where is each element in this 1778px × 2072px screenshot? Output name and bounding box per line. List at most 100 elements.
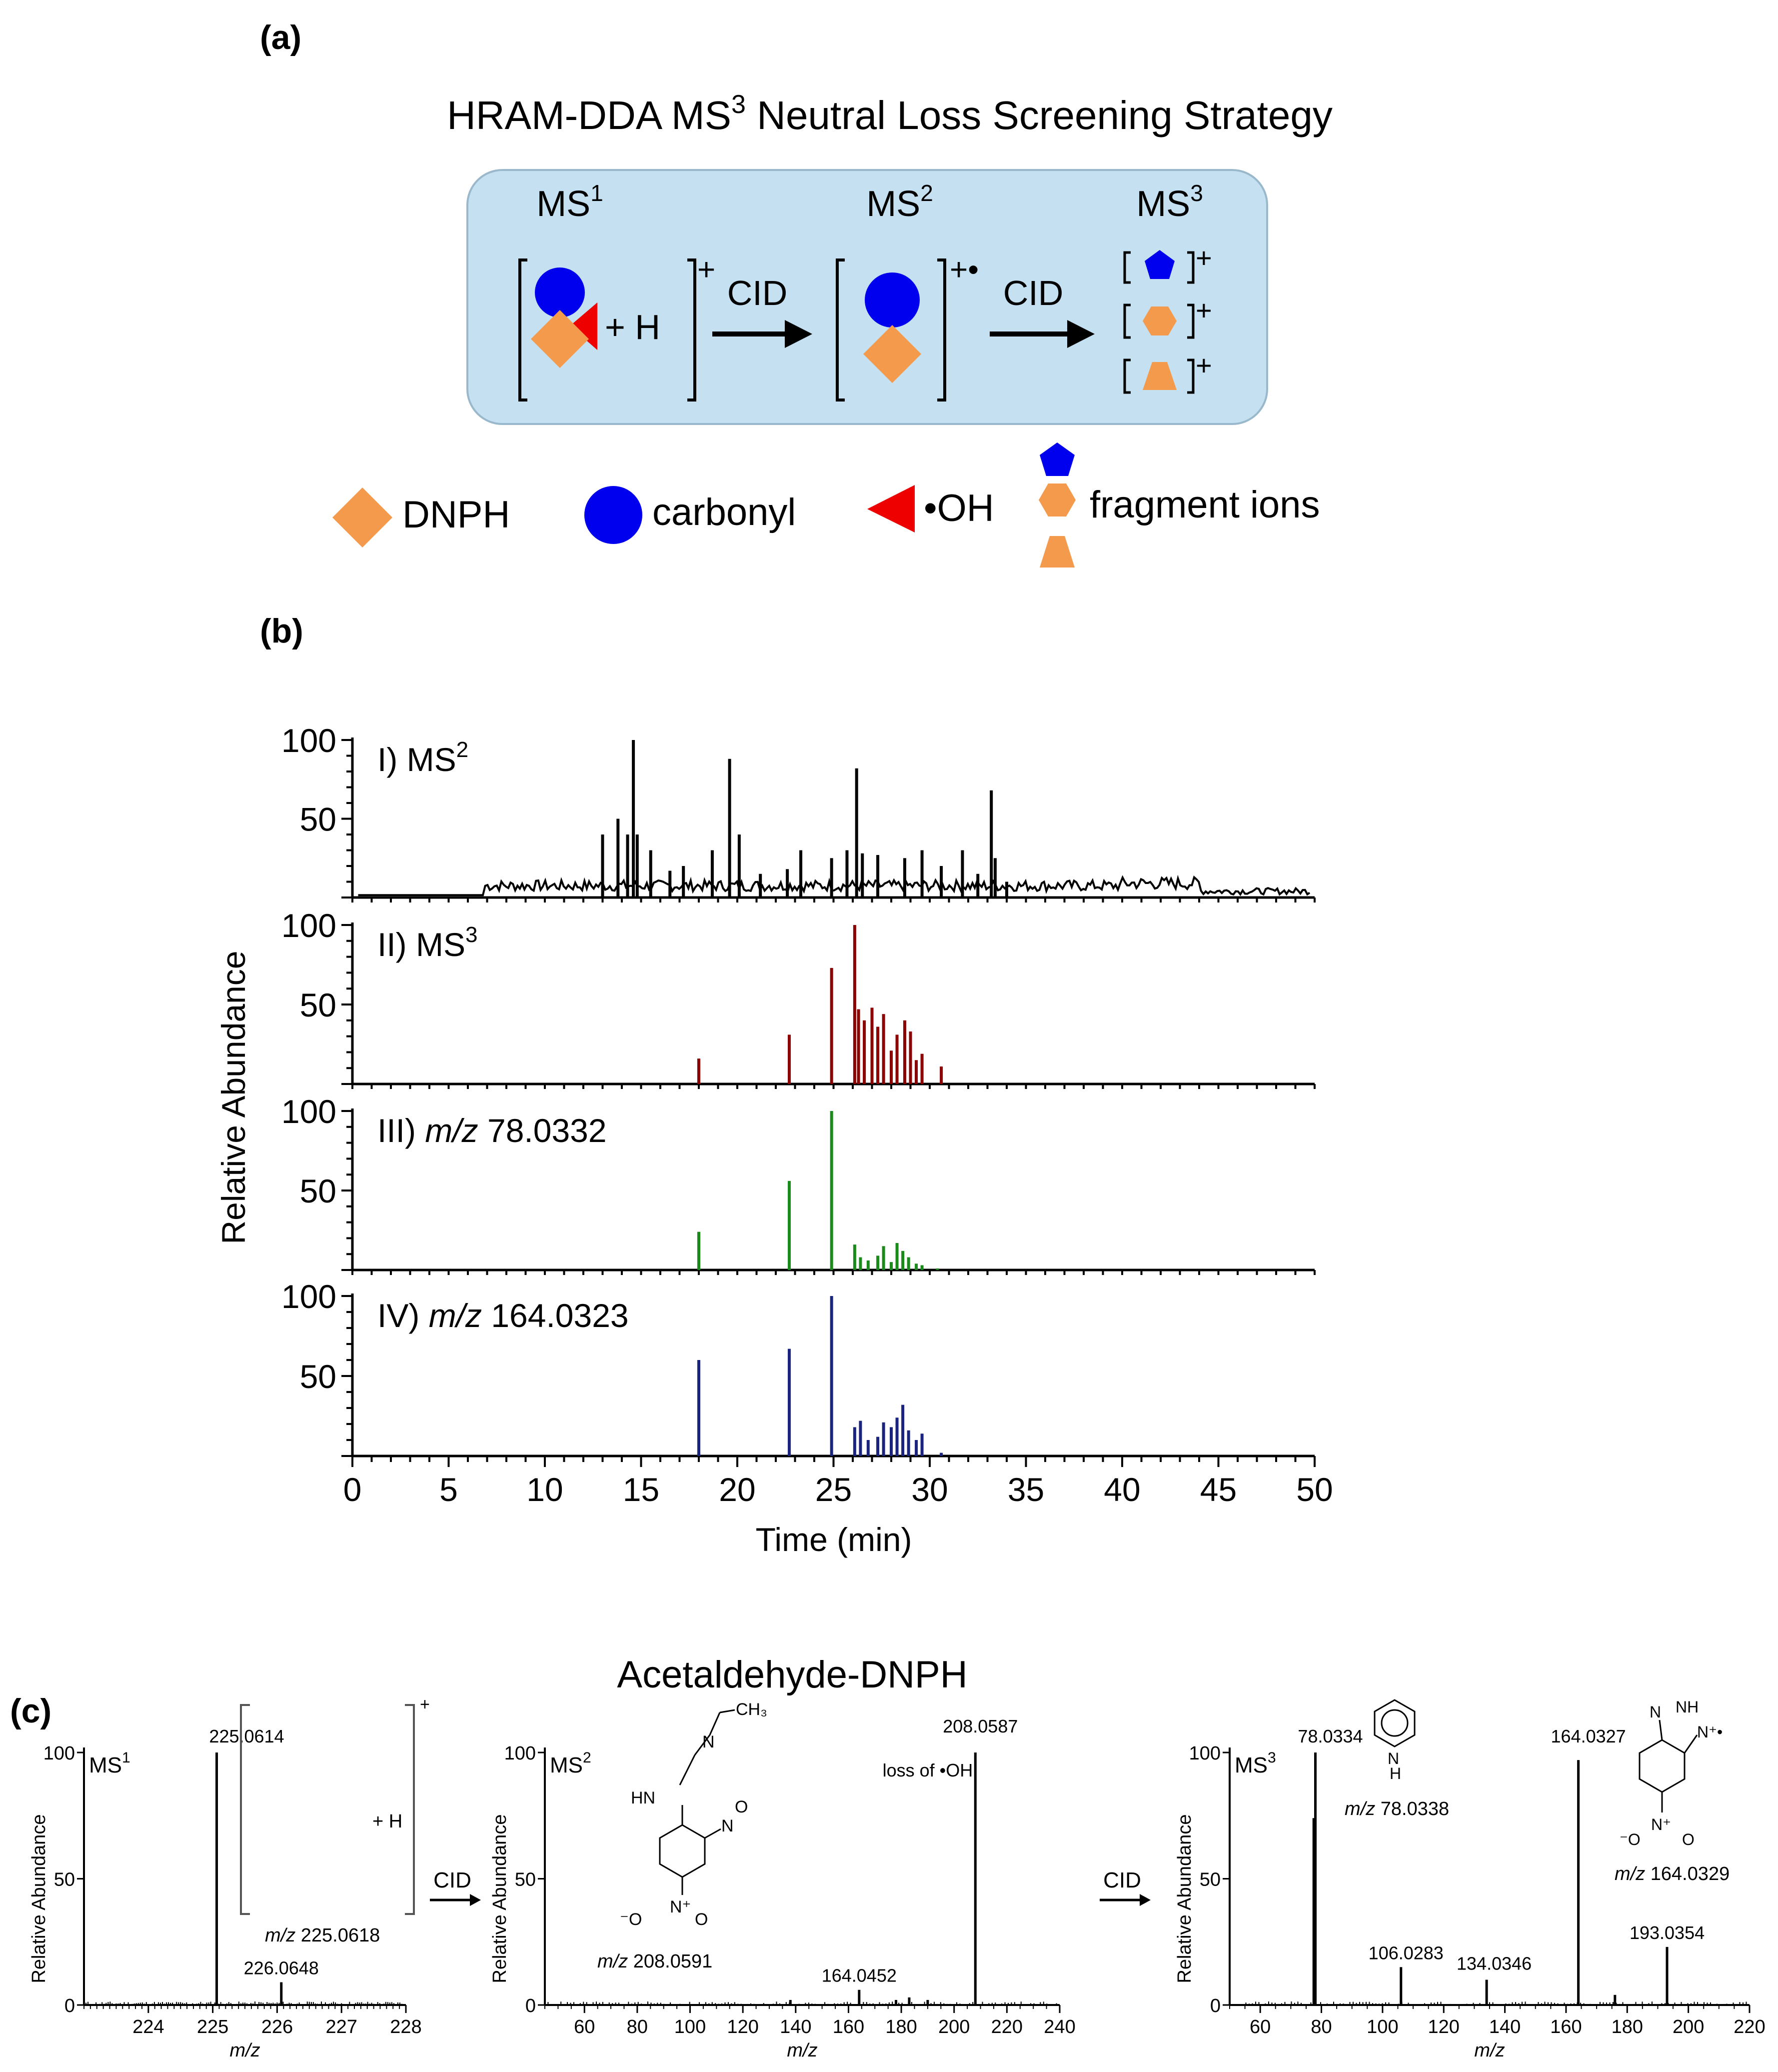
x-tick-label: 5: [439, 1471, 458, 1508]
ms3-note-1: m/z 78.0338: [1345, 1798, 1449, 1820]
dnph-icon: [531, 310, 589, 368]
svg-text:+: +: [1196, 350, 1212, 381]
x-tick-label: 226: [261, 2016, 293, 2038]
x-tick-label: 228: [390, 2016, 421, 2038]
pentagon-fragment-icon: [1145, 250, 1175, 279]
panel-c-label: (c): [10, 1692, 51, 1730]
ms1-structure-bracket-left: [240, 1704, 250, 1915]
hexagon-fragment-icon: [1143, 306, 1177, 336]
x-tick-label: 200: [938, 2016, 970, 2038]
y-tick-label: 100: [504, 1743, 536, 1764]
y-tick-label: 0: [64, 1996, 75, 2016]
y-tick-label: 100: [281, 1278, 336, 1315]
x-tick-label: 120: [1428, 2016, 1460, 2038]
peak-label: 164.0327: [1551, 1726, 1626, 1746]
y-tick-label: 50: [54, 1870, 75, 1890]
y-tick-label: 100: [281, 1093, 336, 1130]
trapezoid-legend-icon: [1040, 536, 1075, 568]
ms1-structure-plus-h: + H: [372, 1811, 402, 1832]
panel-c: (c) Acetaldehyde-DNPH 100 50 0 Relative Abu…: [10, 1654, 1766, 2061]
x-tick-label: 100: [1367, 2016, 1398, 2038]
x-tick-label: 220: [991, 2016, 1023, 2038]
x-tick-label: 100: [674, 2016, 706, 2038]
spectrum-xlabel: m/z: [1474, 2040, 1505, 2061]
arrow-head-icon: [470, 1894, 481, 1906]
ms3-pyridine-h: H: [1390, 1764, 1401, 1782]
carbonyl-icon: [535, 268, 585, 318]
ms1-plus-h: + H: [605, 308, 660, 346]
ms1-structure-mz: m/z 225.0618: [265, 1925, 380, 1946]
x-tick-label: 80: [627, 2016, 648, 2038]
x-tick-label: 160: [833, 2016, 864, 2038]
oh-legend-icon: [867, 485, 915, 532]
spectrum-xlabel: m/z: [787, 2040, 817, 2061]
stage-ms2-label: MS2: [866, 180, 933, 224]
ms2-structure-ch3: CH₃: [736, 1700, 767, 1719]
panel-b: (b) Relative Abundance Time (min) 10050I…: [215, 612, 1333, 1558]
peak-label: 164.0452: [822, 1966, 897, 1986]
peak-label: 106.0283: [1369, 1942, 1444, 1963]
hexagon-legend-icon: [1039, 484, 1076, 516]
x-tick-label: 30: [911, 1471, 948, 1508]
cid-label-1: CID: [727, 274, 788, 312]
spectrum-tag: MS3: [1235, 1750, 1276, 1778]
spectrum-ylabel: Relative Abundance: [489, 1814, 510, 1983]
x-tick-label: 60: [574, 2016, 595, 2038]
x-tick-label: 35: [1008, 1471, 1044, 1508]
ms2-bracket-left: [836, 258, 845, 402]
pentagon-legend-icon: [1040, 442, 1075, 476]
ms3-triazole-n: N: [1650, 1703, 1661, 1721]
spectrum-ylabel: Relative Abundance: [28, 1814, 49, 1983]
ms2-structure-n1: N: [702, 1732, 715, 1752]
peak-label: 78.0334: [1298, 1726, 1363, 1746]
y-tick-label: 0: [525, 1996, 536, 2016]
trapezoid-fragment-icon: [1143, 362, 1177, 390]
ms3-nitro-o-minus: ⁻O: [1620, 1830, 1641, 1848]
ms3-benzotriazole-structure: [1639, 1720, 1698, 1812]
ms2-charge: +•: [950, 252, 979, 287]
carbonyl-legend-icon: [584, 486, 642, 544]
ms1-structure-charge: +: [420, 1695, 430, 1714]
loss-note: loss of •OH: [883, 1760, 973, 1780]
chromatogram-4: 100 50 IV) m/z 164.0323 0 5 10 15 20 25 30 35 40 45 5…: [281, 1278, 1333, 1508]
chromatogram-1: 100 50 I) MS2: [281, 722, 1316, 902]
panel-b-label: (b): [260, 612, 303, 650]
x-tick-label: 45: [1200, 1471, 1237, 1508]
dnph-legend-icon: [332, 488, 392, 548]
x-tick-label: 60: [1250, 2016, 1271, 2038]
ms2-structure-o2: O: [695, 1910, 708, 1929]
x-tick-label: 25: [815, 1471, 852, 1508]
panel-a: (a) HRAM-DDA MS3 Neutral Loss Screening …: [260, 18, 1333, 568]
spectrum-tag: MS2: [550, 1750, 591, 1778]
x-tick-label: 20: [719, 1471, 755, 1508]
ms2-structure: [659, 1709, 735, 1895]
panel-b-xlabel: Time (min): [756, 1521, 912, 1558]
y-tick-label: 100: [43, 1743, 75, 1764]
x-tick-label: 224: [132, 2016, 164, 2038]
x-tick-label: 15: [623, 1471, 659, 1508]
legend-oh: •OH: [924, 487, 994, 530]
ms2-structure-mz: m/z 208.0591: [597, 1951, 712, 1972]
x-tick-label: 140: [1489, 2016, 1521, 2038]
chromatogram-2: 100 50 II) MS3: [281, 907, 1316, 1089]
legend-carbonyl: carbonyl: [652, 491, 796, 534]
carbonyl-icon: [865, 272, 920, 328]
ms3-nitro-n: N⁺: [1651, 1816, 1671, 1834]
peak-label: 208.0587: [943, 1716, 1018, 1736]
chromatogram-3: 100 50 III) m/z 78.0332: [281, 1093, 1316, 1275]
legend-dnph: DNPH: [402, 494, 510, 536]
x-tick-label: 140: [780, 2016, 811, 2038]
ms3-pyridine-nh: N: [1388, 1750, 1399, 1768]
svg-text:+: +: [1196, 242, 1212, 274]
stage-ms3-label: MS3: [1136, 180, 1203, 224]
x-tick-label: 227: [325, 2016, 357, 2038]
x-tick-label: 180: [1612, 2016, 1643, 2038]
spectrum-xlabel: m/z: [229, 2040, 260, 2061]
y-tick-label: 50: [300, 1358, 336, 1395]
y-tick-label: 50: [300, 1172, 336, 1210]
x-tick-label: 180: [885, 2016, 917, 2038]
ms3-triazole-nh: NH: [1676, 1698, 1699, 1716]
x-tick-label: 80: [1311, 2016, 1332, 2038]
ms1-bracket-right: [687, 258, 696, 402]
